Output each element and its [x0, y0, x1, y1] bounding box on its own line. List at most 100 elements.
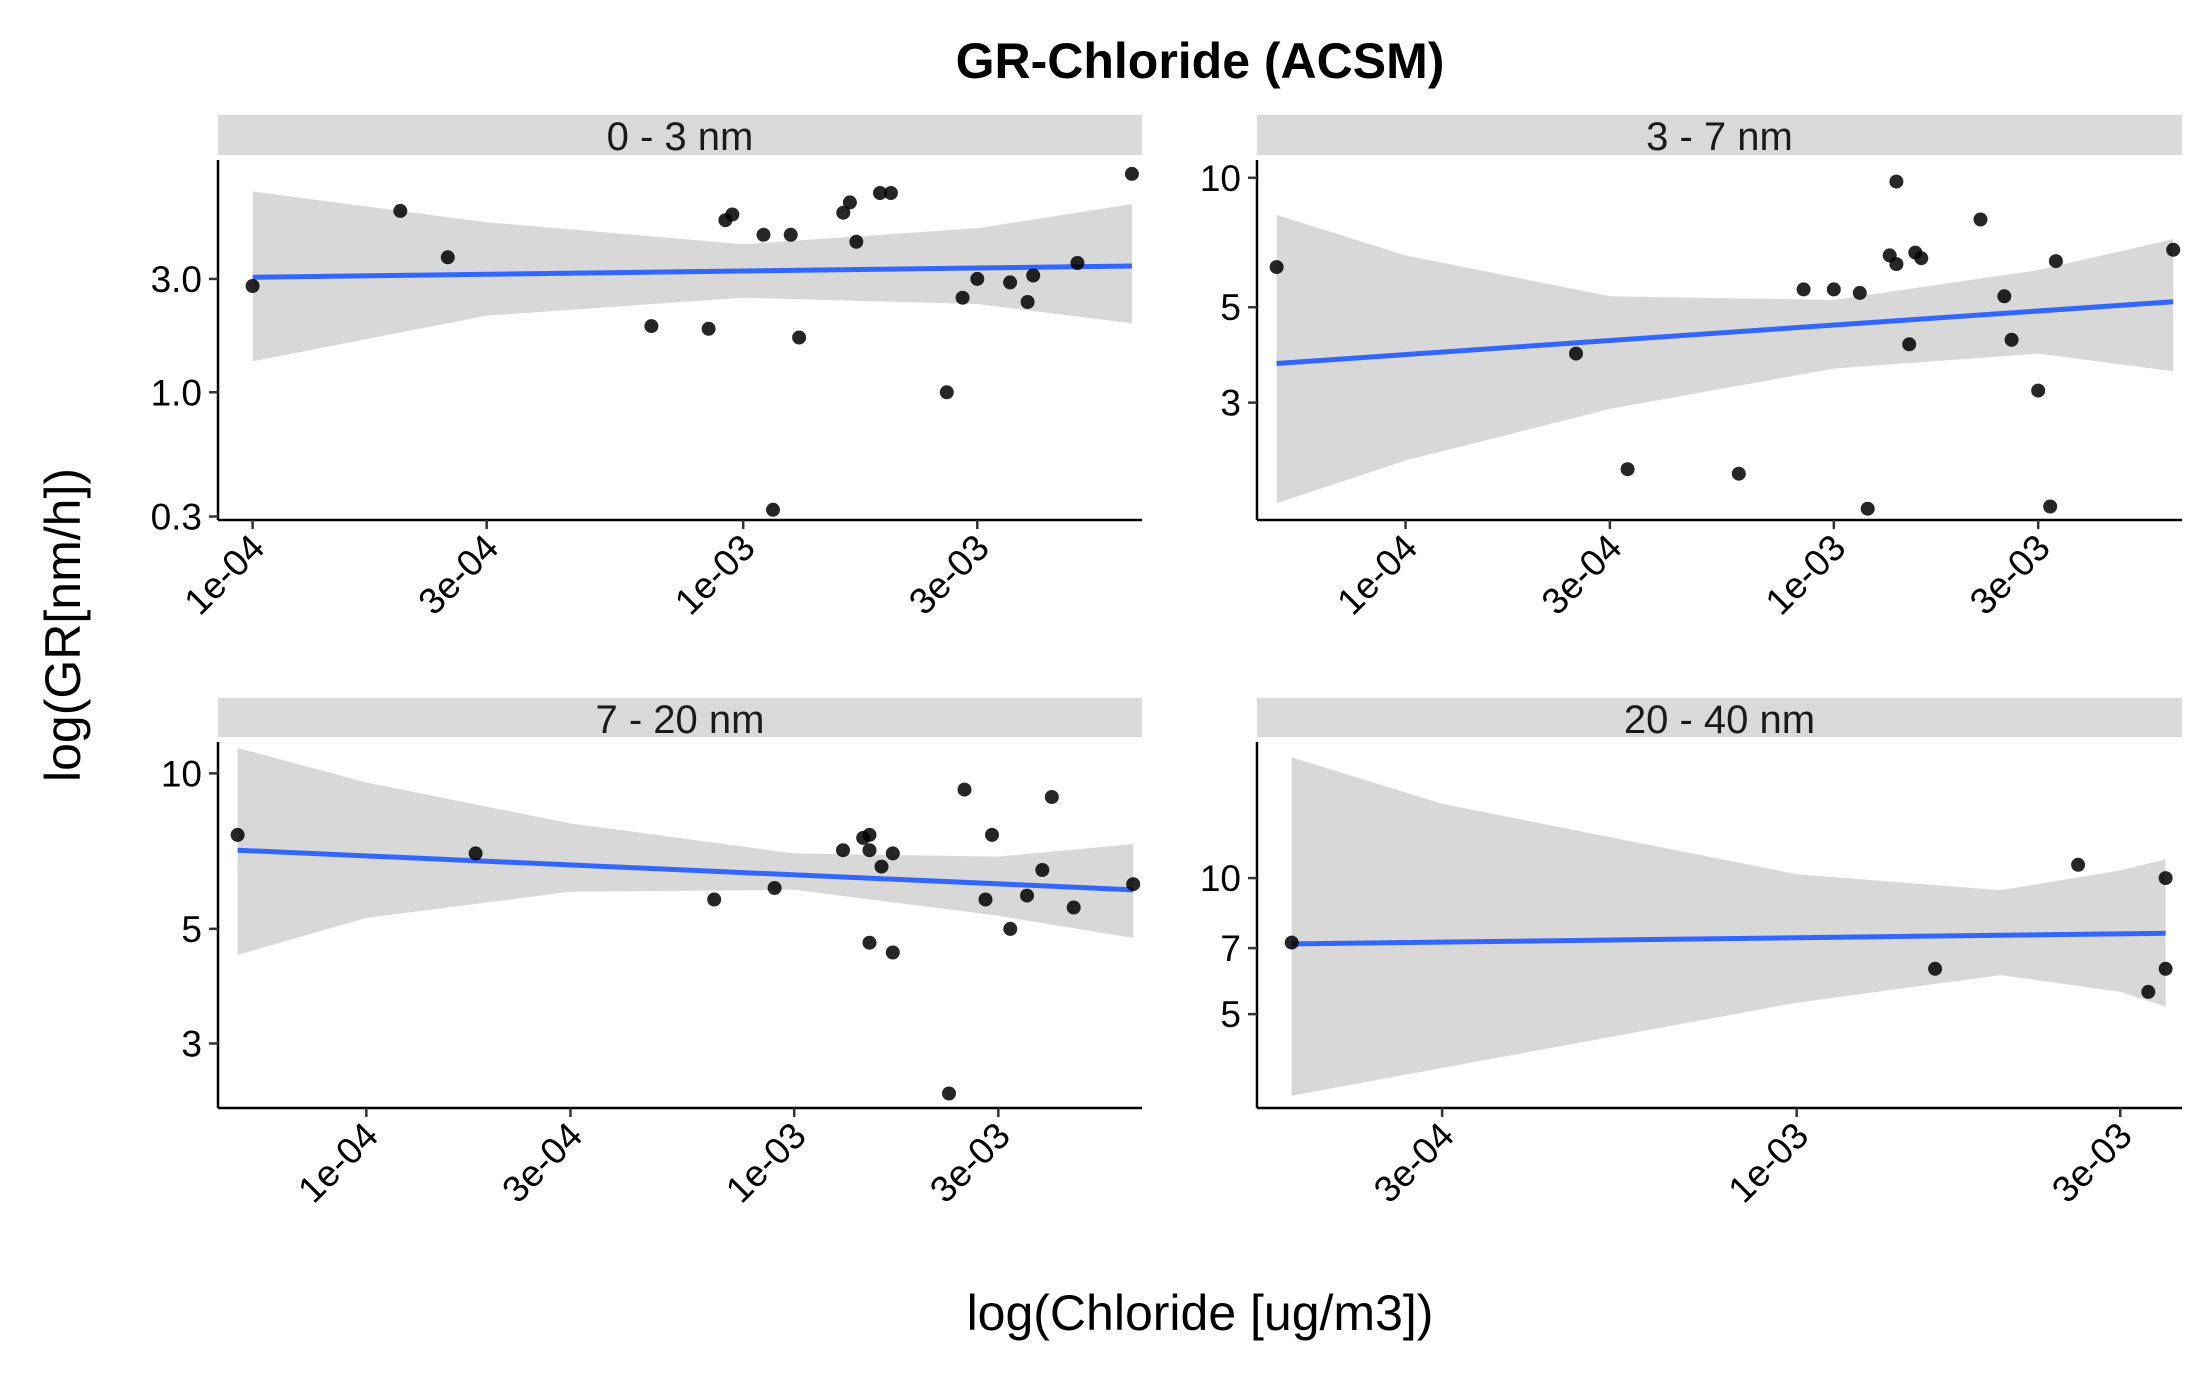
data-point — [1020, 295, 1035, 309]
data-point — [1035, 863, 1050, 877]
data-point — [978, 892, 993, 907]
y-axis-title: log(GR[nm/h]) — [35, 468, 91, 782]
data-point — [970, 271, 985, 286]
y-tick-label: 10 — [1200, 858, 1241, 899]
data-point — [1914, 251, 1929, 266]
facet-strip — [1257, 698, 2182, 737]
confidence-band — [1276, 214, 2174, 504]
data-point — [1044, 790, 1059, 804]
data-point — [849, 234, 864, 249]
data-point — [955, 290, 970, 305]
data-point — [707, 892, 722, 907]
data-point — [1796, 282, 1811, 297]
data-point — [783, 227, 798, 242]
confidence-band — [1291, 757, 2166, 1096]
y-tick-label: 5 — [1220, 287, 1241, 328]
y-tick-label: 3 — [181, 1023, 202, 1064]
y-tick-label: 5 — [181, 909, 202, 950]
data-point — [939, 385, 954, 400]
data-point — [1020, 888, 1034, 903]
facet-strip-label: 3 - 7 nm — [1646, 115, 1793, 159]
fit-line — [1291, 930, 2166, 947]
data-point — [1852, 285, 1867, 300]
data-point — [2141, 984, 2156, 999]
data-point — [1889, 257, 1904, 272]
data-point — [836, 843, 850, 858]
data-point — [1889, 174, 1904, 189]
data-point — [644, 319, 659, 334]
data-point — [942, 1086, 956, 1101]
y-tick-label: 5 — [1220, 994, 1241, 1035]
data-point — [957, 782, 972, 797]
figure-title: GR-Chloride (ACSM) — [956, 33, 1445, 89]
data-point — [874, 859, 889, 874]
facet-strip — [218, 698, 1142, 737]
data-point — [836, 205, 851, 220]
y-tick-label: 1.0 — [151, 372, 202, 413]
data-point — [1902, 337, 1917, 352]
fit-line — [252, 263, 1132, 280]
confidence-band — [252, 191, 1132, 362]
fit-line — [237, 847, 1134, 893]
facet-strip-label: 20 - 40 nm — [1624, 698, 1815, 742]
data-point — [792, 330, 807, 345]
data-point — [1269, 260, 1284, 275]
data-point — [1124, 166, 1139, 181]
data-point — [1569, 346, 1583, 361]
data-point — [1997, 289, 2012, 304]
data-point — [468, 846, 483, 861]
facet-strip — [218, 115, 1142, 155]
data-point — [862, 827, 877, 842]
confidence-band — [237, 747, 1134, 955]
data-point — [873, 186, 887, 200]
facet-strip-label: 7 - 20 nm — [596, 698, 765, 742]
data-point — [1973, 212, 1988, 227]
data-point — [885, 846, 900, 861]
data-point — [230, 827, 245, 842]
data-point — [2043, 499, 2058, 514]
facet-strip — [1257, 115, 2182, 155]
facet-strip-label: 0 - 3 nm — [607, 115, 754, 159]
data-point — [2158, 871, 2173, 886]
x-axis-title: log(Chloride [ug/m3]) — [967, 1285, 1434, 1341]
data-point — [1620, 462, 1635, 477]
data-point — [2004, 332, 2019, 347]
data-point — [1126, 877, 1141, 892]
data-point — [2071, 857, 2086, 872]
data-point — [1928, 961, 1943, 976]
data-point — [2158, 961, 2173, 976]
y-tick-label: 10 — [1200, 158, 1241, 199]
data-point — [862, 843, 877, 858]
y-tick-label: 0.3 — [151, 497, 202, 538]
data-point — [701, 321, 716, 336]
data-point — [1860, 501, 1875, 516]
data-point — [1026, 268, 1041, 283]
data-point — [725, 207, 740, 222]
data-point — [440, 250, 455, 265]
y-tick-label: 7 — [1220, 928, 1241, 969]
data-point — [842, 195, 857, 210]
data-point — [756, 227, 771, 242]
data-point — [985, 827, 999, 842]
data-point — [1003, 275, 1018, 290]
fit-line — [1276, 299, 2174, 366]
data-point — [862, 935, 877, 950]
data-point — [2166, 242, 2181, 257]
data-point — [1826, 282, 1841, 297]
data-point — [2048, 254, 2063, 269]
data-point — [245, 279, 260, 293]
data-point — [1066, 900, 1081, 915]
data-point — [2031, 383, 2046, 398]
data-point — [393, 203, 408, 218]
data-point — [1284, 935, 1299, 950]
data-point — [1070, 256, 1085, 270]
data-point — [1003, 921, 1018, 936]
data-point — [885, 945, 900, 960]
y-tick-label: 10 — [161, 753, 202, 794]
data-point — [766, 502, 780, 517]
data-point — [767, 881, 782, 895]
y-tick-label: 3 — [1220, 383, 1241, 424]
data-point — [1731, 466, 1746, 481]
y-tick-label: 3.0 — [151, 259, 202, 300]
